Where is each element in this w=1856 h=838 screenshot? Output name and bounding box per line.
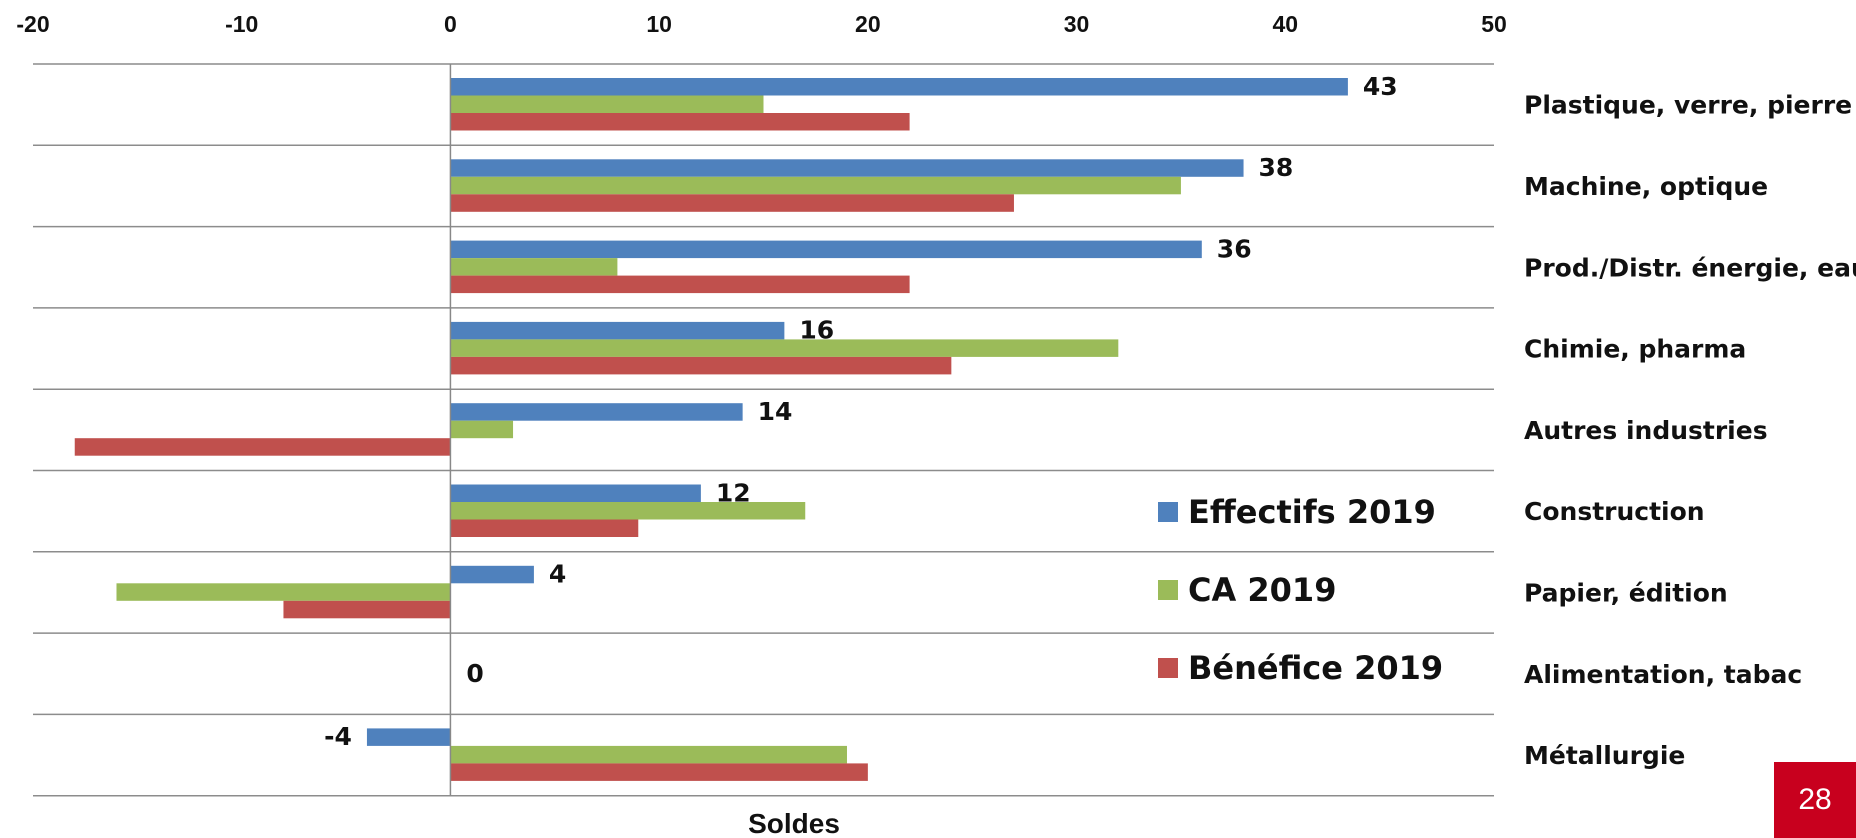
data-label: 38 [1259,153,1294,182]
category-label: Papier, édition [1524,578,1728,607]
bar-ca-2019 [116,583,451,601]
data-label: 43 [1363,72,1398,101]
bar-b-n-fice-2019 [74,438,451,456]
data-label: 12 [716,478,751,507]
bar-ca-2019 [450,420,514,439]
data-label: 4 [549,560,566,589]
bar-ca-2019 [450,258,618,276]
x-tick-label: -20 [16,11,49,37]
category-label: Autres industries [1524,416,1768,445]
bar-b-n-fice-2019 [450,113,910,131]
bar-effectifs-2019 [450,403,743,421]
bar-effectifs-2019 [450,78,1348,96]
data-label: -4 [324,722,352,751]
legend-label: CA 2019 [1188,571,1336,609]
bar-effectifs-2019 [450,484,701,502]
legend-label: Bénéfice 2019 [1188,649,1443,687]
bar-ca-2019 [450,502,806,520]
x-tick-label: 10 [646,11,672,37]
x-tick-label: 30 [1064,11,1090,37]
legend-swatch [1158,502,1178,522]
category-label: Construction [1524,497,1705,526]
bar-effectifs-2019 [450,565,534,584]
x-axis-label: Soldes [748,808,840,838]
data-label: 0 [466,659,483,688]
x-tick-label: -10 [225,11,258,37]
bar-b-n-fice-2019 [283,600,451,619]
category-label: Métallurgie [1524,741,1685,770]
category-label: Plastique, verre, pierre [1524,91,1852,120]
x-tick-label: 20 [855,11,881,37]
data-labels: 43 38 36 16 14 12 4 0 -4 [324,72,1398,751]
data-label: 14 [758,397,793,426]
data-label: 36 [1217,234,1252,263]
bar-b-n-fice-2019 [450,519,639,537]
category-labels: Plastique, verre, pierre Machine, optique… [1524,91,1856,770]
category-label: Chimie, pharma [1524,335,1746,364]
legend-swatch [1158,658,1178,678]
x-tick-label: 40 [1272,11,1298,37]
data-label: 16 [799,316,834,345]
bar-effectifs-2019 [366,728,451,746]
category-label: Prod./Distr. énergie, eau [1524,253,1856,282]
x-tick-label: 50 [1481,11,1507,37]
bar-b-n-fice-2019 [450,356,952,375]
bar-ca-2019 [450,745,847,764]
page-number-badge: 28 [1774,762,1856,838]
x-tick-labels: -20 -10 0 10 20 30 40 50 [16,11,1506,37]
legend: Effectifs 2019 CA 2019 Bénéfice 2019 [1158,493,1443,687]
category-label: Machine, optique [1524,172,1768,201]
legend-swatch [1158,580,1178,600]
bar-ca-2019 [450,95,764,113]
bar-effectifs-2019 [450,321,785,340]
legend-label: Effectifs 2019 [1188,493,1436,531]
bar-ca-2019 [450,176,1181,195]
bar-effectifs-2019 [450,159,1244,177]
bar-b-n-fice-2019 [450,275,910,294]
bar-b-n-fice-2019 [450,763,868,781]
bars [74,78,1348,781]
grid-lines [33,63,1494,797]
bar-ca-2019 [450,339,1119,357]
category-label: Alimentation, tabac [1524,660,1802,689]
x-tick-label: 0 [444,11,457,37]
bar-effectifs-2019 [450,240,1202,259]
bar-b-n-fice-2019 [450,194,1014,212]
